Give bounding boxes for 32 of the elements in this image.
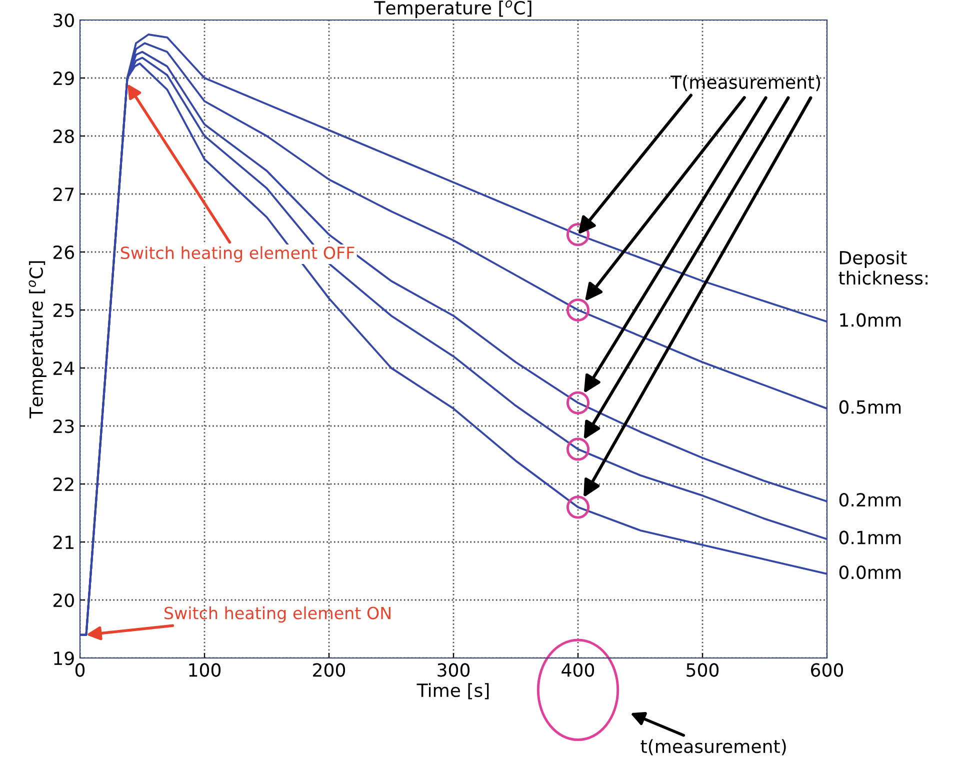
y-tick-label: 19 bbox=[54, 651, 74, 666]
y-tick-label: 30 bbox=[54, 13, 74, 28]
x-tick-label: 300 bbox=[438, 663, 470, 677]
annotation: T(measurement) bbox=[670, 75, 820, 92]
y-tick-label: 24 bbox=[53, 361, 74, 375]
chart-title: Temperature [$^{o}$C] bbox=[374, 0, 532, 18]
y-tick-label: 28 bbox=[53, 129, 74, 144]
y-tick-label: 27 bbox=[53, 187, 74, 201]
x-axis-title: Time [s] bbox=[416, 683, 489, 700]
x-tick-label: 200 bbox=[313, 663, 346, 677]
series-label: 0.1mm bbox=[839, 530, 901, 544]
annotation: Switch heating element ON bbox=[164, 606, 390, 623]
x-tick-label: 400 bbox=[562, 663, 594, 677]
series-label: 0.2mm bbox=[839, 492, 901, 507]
legend-title: Deposit thickness: bbox=[838, 250, 928, 285]
text: t(measurement) bbox=[640, 739, 786, 756]
y-tick-label: 25 bbox=[53, 303, 74, 318]
x-tick-label: 100 bbox=[189, 663, 221, 677]
y-tick-label: 21 bbox=[53, 535, 74, 549]
y-axis-title: Temperature [$^{o}$C] bbox=[28, 261, 46, 418]
y-tick-label: 20 bbox=[53, 593, 74, 608]
annotation: Switch heating element OFF bbox=[120, 246, 354, 262]
x-tick-label: 500 bbox=[686, 663, 719, 677]
series-label: 0.0mm bbox=[839, 565, 901, 580]
y-tick-label: 23 bbox=[53, 419, 74, 434]
x-tick-label: 0 bbox=[75, 663, 85, 677]
x-tick-label: 600 bbox=[811, 663, 844, 677]
y-tick-label: 22 bbox=[53, 477, 74, 491]
series-label: 0.5mm bbox=[839, 400, 901, 414]
y-tick-label: 29 bbox=[53, 71, 74, 86]
y-tick-label: 26 bbox=[53, 245, 74, 260]
series-label: 1.0mm bbox=[840, 313, 901, 327]
